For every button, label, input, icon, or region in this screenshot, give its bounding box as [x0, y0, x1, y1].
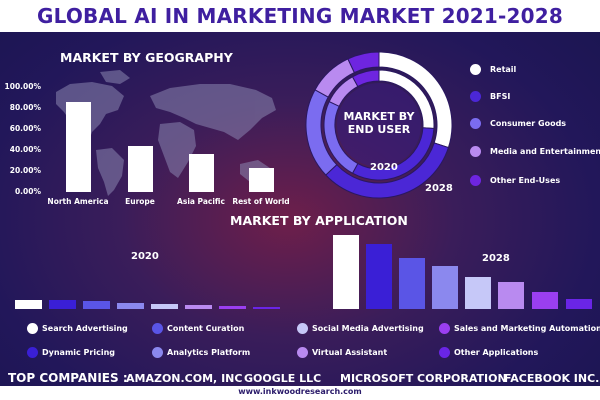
legend-label: Dynamic Pricing: [42, 348, 116, 357]
page-title: GLOBAL AI IN MARKETING MARKET 2021-2028: [36, 4, 564, 28]
application-bar-2028: [399, 257, 425, 309]
donut-center: [337, 83, 421, 167]
application-bar-2020: [151, 304, 178, 309]
application-bar-2028: [498, 282, 524, 309]
application-bar-2028: [333, 234, 359, 309]
end-user-donut: [305, 51, 453, 199]
application-bar-2020: [83, 301, 110, 309]
application-bar-2020: [15, 299, 42, 309]
legend-label: Consumer Goods: [490, 119, 567, 128]
application-bar-2020: [185, 305, 212, 309]
application-bar-2020: [49, 300, 76, 309]
ytick-label: 100.00%: [4, 82, 41, 91]
geography-category-label: Europe: [125, 197, 155, 206]
geography-category-label: Rest of World: [232, 197, 290, 206]
application-year-2028: 2028: [482, 253, 510, 264]
legend-label: Virtual Assistant: [312, 348, 388, 357]
company-item: AMAZON.COM, INC: [126, 372, 243, 385]
legend-swatch: [297, 323, 308, 334]
application-bar-2020: [219, 306, 246, 309]
application-year-2020: 2020: [131, 251, 159, 262]
company-item: MICROSOFT CORPORATION: [340, 372, 507, 385]
end-user-title: MARKET BY END USER: [330, 110, 428, 136]
application-bar-2028: [566, 298, 592, 309]
legend-swatch: [470, 146, 481, 157]
footer-band: [0, 386, 600, 400]
legend-label: Analytics Platform: [167, 348, 251, 357]
ytick-label: 80.00%: [9, 103, 41, 112]
company-item: GOOGLE LLC: [244, 372, 322, 385]
legend-label: Sales and Marketing Automation: [454, 324, 600, 333]
legend-label: Content Curation: [167, 324, 245, 333]
ytick-label: 40.00%: [9, 145, 41, 154]
title-band: [0, 0, 600, 32]
geography-bar: [65, 102, 91, 192]
legend-label: Search Advertising: [42, 324, 128, 333]
ytick-label: 0.00%: [14, 187, 41, 196]
legend-swatch: [470, 175, 481, 186]
legend-swatch: [470, 118, 481, 129]
legend-label: Other End-Uses: [490, 176, 561, 185]
legend-label: BFSI: [490, 92, 511, 101]
geography-section-title: MARKET BY GEOGRAPHY: [60, 50, 233, 65]
geography-bar: [248, 168, 274, 192]
legend-swatch: [152, 347, 163, 358]
end-user-year-2020: 2020: [370, 162, 398, 173]
end-user-title-line2: END USER: [347, 123, 411, 136]
legend-swatch: [470, 64, 481, 75]
geography-bar: [127, 146, 153, 192]
end-user-title-line1: MARKET BY: [343, 110, 415, 123]
donut-slice-2020: [351, 69, 380, 88]
legend-swatch: [470, 91, 481, 102]
application-bar-2028: [366, 244, 392, 309]
application-bar-2028: [432, 266, 458, 309]
legend-label: Social Media Advertising: [312, 324, 424, 333]
legend-swatch: [27, 323, 38, 334]
ytick-label: 60.00%: [9, 124, 41, 133]
legend-label: Other Applications: [454, 348, 539, 357]
top-companies-label: TOP COMPANIES :: [8, 371, 128, 385]
geography-category-label: North America: [47, 197, 109, 206]
application-bar-2020: [117, 303, 144, 309]
application-section-title: MARKET BY APPLICATION: [230, 213, 408, 228]
geography-bar: [188, 154, 214, 192]
legend-swatch: [27, 347, 38, 358]
legend-swatch: [439, 323, 450, 334]
end-user-year-2028: 2028: [425, 183, 453, 194]
legend-swatch: [297, 347, 308, 358]
footer-url: www.inkwoodresearch.com: [238, 387, 362, 396]
company-item: FACEBOOK INC.: [504, 372, 600, 385]
donut-slice-2028: [347, 51, 380, 74]
application-bar-2020: [253, 307, 280, 309]
application-bar-2028: [465, 276, 491, 309]
legend-label: Media and Entertainment: [490, 147, 600, 156]
application-bar-2028: [532, 291, 558, 309]
geography-category-label: Asia Pacific: [177, 197, 225, 206]
legend-label: Retail: [490, 65, 517, 74]
legend-swatch: [152, 323, 163, 334]
ytick-label: 20.00%: [9, 166, 41, 175]
legend-swatch: [439, 347, 450, 358]
